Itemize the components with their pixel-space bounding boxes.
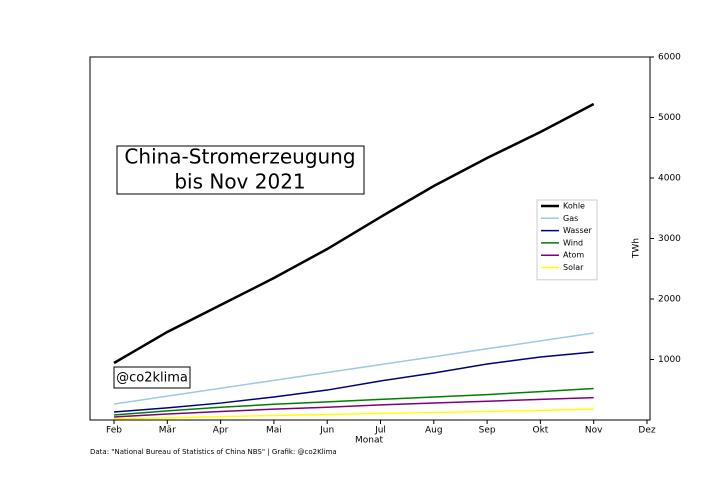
x-tick-label: Okt [532,426,548,436]
x-tick-label: Nov [585,426,603,436]
legend-label: Wind [563,238,583,247]
legend-label: Wasser [563,226,593,235]
x-tick-label: Jul [374,426,386,436]
y-tick-label: 2000 [658,295,681,305]
line [113,351,594,413]
x-tick-label: Mär [159,426,176,436]
x-tick-label: Mai [266,426,282,436]
legend-box [536,199,598,281]
title-box [116,145,365,195]
chart-title: bis Nov 2021 [174,170,305,194]
y-tick-label: 3000 [658,234,681,244]
x-tick-label: Sep [479,426,496,436]
chart-title: China-Stromerzeugung [124,145,355,169]
x-axis-label: Monat [355,436,383,446]
legend-label: Solar [563,263,584,272]
y-tick-label: 1000 [658,355,681,365]
x-tick-label: Dez [638,426,655,436]
x-tick-label: Feb [106,426,122,436]
annotation-box [113,366,191,389]
y-tick-label: 6000 [658,53,681,63]
legend-label: Kohle [563,202,585,211]
line [113,387,594,416]
x-tick-label: Jun [319,426,334,436]
line [113,332,594,405]
line [113,102,595,365]
x-tick-label: Aug [425,426,443,436]
annotation: @co2klima [116,371,188,386]
legend-label: Gas [563,214,578,223]
y-axis-label: TWh [632,238,642,259]
legend-label: Atom [563,251,584,260]
source: Data: "National Bureau of Statistics of … [90,448,337,456]
line [113,396,594,418]
x-tick-label: Apr [213,426,229,436]
line [113,408,594,420]
y-tick-label: 4000 [658,174,681,184]
y-tick-label: 5000 [658,113,681,123]
